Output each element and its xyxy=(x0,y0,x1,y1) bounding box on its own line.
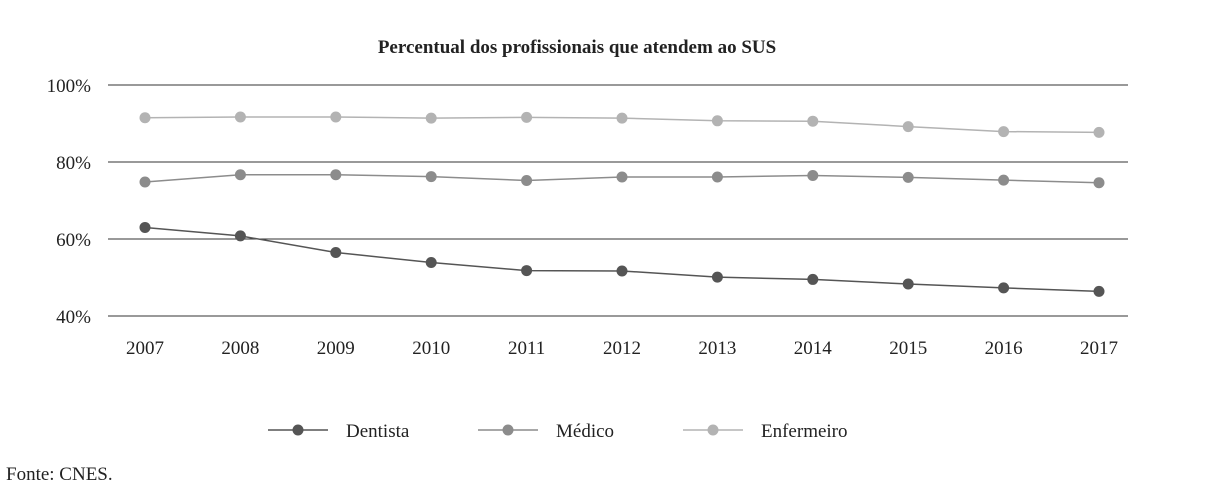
data-point xyxy=(425,256,437,268)
data-point xyxy=(425,171,437,183)
data-point xyxy=(330,169,342,181)
legend-marker xyxy=(292,424,304,436)
data-point xyxy=(616,265,628,277)
data-point xyxy=(616,171,628,183)
data-point xyxy=(998,282,1010,294)
data-point xyxy=(711,171,723,183)
legend-item: Enfermeiro xyxy=(683,421,848,442)
data-point xyxy=(234,230,246,242)
legend: Dentista Médico Enfermeiro xyxy=(268,421,848,442)
data-point xyxy=(902,121,914,133)
series-group xyxy=(139,111,1105,297)
legend-item: Dentista xyxy=(268,421,410,442)
data-point xyxy=(521,265,533,277)
x-axis-ticks: 2007 2008 2009 2010 2011 2012 2013 2014 2015 2016… xyxy=(126,338,1118,359)
y-tick-label: 80% xyxy=(56,153,91,174)
data-point xyxy=(234,111,246,123)
x-tick-label: 2015 xyxy=(889,338,927,359)
legend-label: Enfermeiro xyxy=(761,421,848,442)
grid-lines xyxy=(108,84,1128,317)
x-tick-label: 2016 xyxy=(985,338,1023,359)
data-point xyxy=(234,169,246,181)
x-tick-label: 2009 xyxy=(317,338,355,359)
chart-title: Percentual dos profissionais que atendem… xyxy=(378,37,776,58)
data-point xyxy=(616,112,628,124)
data-point xyxy=(1093,177,1105,189)
data-point xyxy=(1093,285,1105,297)
data-point xyxy=(711,271,723,283)
legend-item: Médico xyxy=(478,421,614,442)
data-point xyxy=(521,174,533,186)
data-point xyxy=(1093,126,1105,138)
data-point xyxy=(711,115,723,127)
data-point xyxy=(998,126,1010,138)
legend-label: Médico xyxy=(556,421,614,442)
data-point xyxy=(807,115,819,127)
legend-marker xyxy=(707,424,719,436)
legend-label: Dentista xyxy=(346,421,410,442)
x-tick-label: 2008 xyxy=(221,338,259,359)
data-point xyxy=(330,246,342,258)
y-tick-label: 100% xyxy=(47,76,92,97)
data-point xyxy=(425,112,437,124)
x-tick-label: 2007 xyxy=(126,338,164,359)
y-tick-label: 60% xyxy=(56,230,91,251)
x-tick-label: 2013 xyxy=(698,338,736,359)
data-point xyxy=(521,111,533,123)
data-point xyxy=(998,174,1010,186)
x-tick-label: 2011 xyxy=(508,338,545,359)
data-point xyxy=(902,171,914,183)
x-tick-label: 2012 xyxy=(603,338,641,359)
data-point xyxy=(139,176,151,188)
y-tick-label: 40% xyxy=(56,307,91,328)
series-medico xyxy=(139,169,1105,189)
data-point xyxy=(807,169,819,181)
data-point xyxy=(330,111,342,123)
x-tick-label: 2017 xyxy=(1080,338,1118,359)
data-point xyxy=(139,112,151,124)
series-dentista xyxy=(139,221,1105,297)
x-tick-label: 2014 xyxy=(794,338,833,359)
source-note: Fonte: CNES. xyxy=(6,464,113,485)
series-line xyxy=(144,226,1100,293)
legend-marker xyxy=(502,424,514,436)
data-point xyxy=(139,221,151,233)
x-tick-label: 2010 xyxy=(412,338,450,359)
data-point xyxy=(902,278,914,290)
y-axis-ticks: 100% 80% 60% 40% xyxy=(47,76,92,328)
series-enfermeiro xyxy=(139,111,1105,138)
data-point xyxy=(807,273,819,285)
